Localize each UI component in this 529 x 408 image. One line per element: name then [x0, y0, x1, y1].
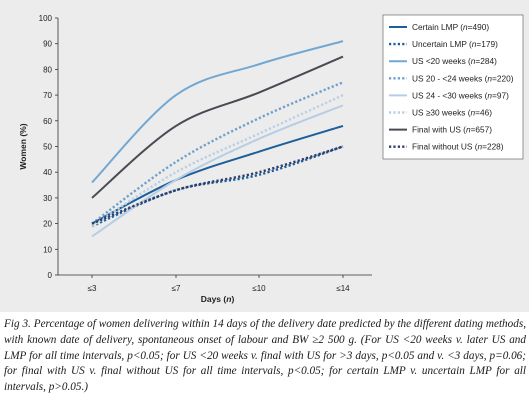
line-chart: 0 10 20 30 40 50 60 70 80 90 100 ≤3 ≤7 ≤10 ≤14 Women (%…	[18, 14, 524, 304]
y-tick-label: 10	[43, 245, 52, 254]
x-tick-label: ≤3	[88, 284, 97, 293]
legend-label-5: US ≥30 weeks (n=46)	[412, 108, 492, 118]
series-line-4	[91, 104, 344, 238]
legend-label-2: US <20 weeks (n=284)	[412, 56, 497, 66]
legend-label-3: US 20 - <24 weeks (n=220)	[412, 73, 514, 83]
figure-caption: Fig 3. Percentage of women delivering wi…	[4, 318, 526, 394]
y-tick-label: 60	[43, 117, 52, 126]
y-tick-label: 0	[48, 271, 53, 280]
x-tick-label: ≤14	[336, 284, 350, 293]
legend-label-0: Certain LMP (n=490)	[412, 22, 489, 32]
y-tick-label: 50	[43, 143, 52, 152]
y-tick-label: 30	[43, 194, 52, 203]
x-tick-label: ≤7	[172, 284, 181, 293]
legend-label-6: Final with US (n=657)	[412, 125, 492, 135]
figure-panel: 0 10 20 30 40 50 60 70 80 90 100 ≤3 ≤7 ≤10 ≤14 Women (%…	[0, 0, 529, 312]
y-tick-label: 40	[43, 168, 52, 177]
x-axis-title: Days (n)	[201, 294, 235, 304]
x-tick-label: ≤10	[252, 284, 266, 293]
series-line-5	[91, 94, 344, 228]
legend-label-7: Final without US (n=228)	[412, 142, 504, 152]
series-line-2	[91, 40, 344, 184]
series-line-3	[91, 81, 344, 225]
legend-label-1: Uncertain LMP (n=179)	[412, 39, 498, 49]
series-line-6	[91, 55, 344, 199]
y-tick-label: 90	[43, 40, 52, 49]
y-tick-label: 100	[39, 14, 53, 23]
legend-label-4: US 24 - <30 weeks (n=97)	[412, 90, 509, 100]
legend-box	[382, 14, 524, 160]
y-tick-label: 80	[43, 65, 52, 74]
series-line-7	[91, 145, 344, 225]
y-tick-label: 70	[43, 91, 52, 100]
y-tick-label: 20	[43, 220, 52, 229]
y-axis-title: Women (%)	[18, 123, 28, 169]
series-line-1	[91, 145, 344, 228]
series-line-0	[91, 124, 344, 225]
